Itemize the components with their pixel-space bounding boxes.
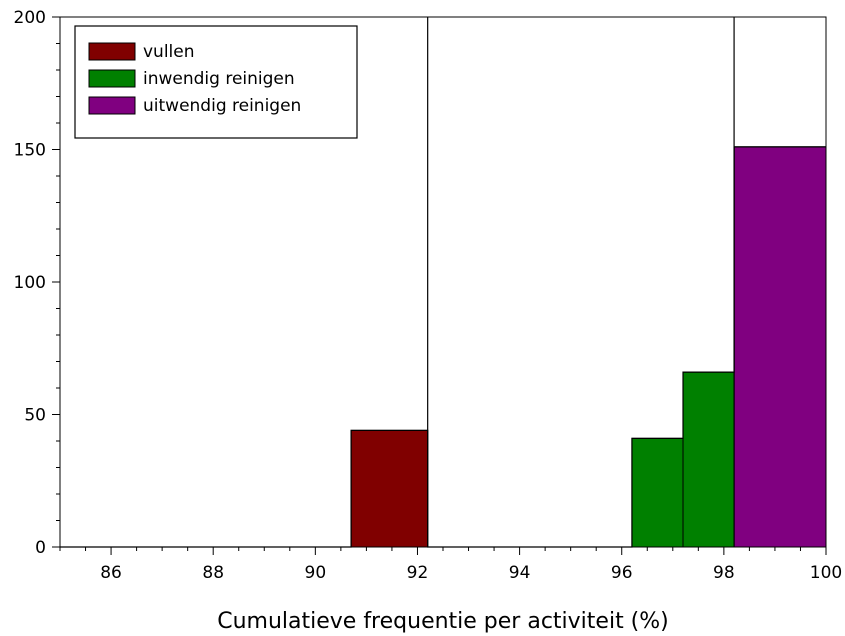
x-tick-label-0: 86 bbox=[100, 563, 122, 583]
bar-1-0 bbox=[631, 437, 684, 548]
x-tick-label-1: 88 bbox=[202, 563, 224, 583]
bar-1-1 bbox=[682, 371, 735, 548]
x-tick-label-6: 98 bbox=[713, 563, 735, 583]
legend-swatch-1 bbox=[88, 69, 136, 88]
x-tick-label-2: 90 bbox=[305, 563, 327, 583]
bars-layer bbox=[350, 146, 827, 548]
legend: vullen inwendig reinigen uitwendig reinige… bbox=[74, 25, 358, 139]
legend-label-2: uitwendig reinigen bbox=[143, 96, 301, 116]
x-tick-label-5: 96 bbox=[611, 563, 633, 583]
y-axis: 0 50 100 150 200 bbox=[14, 8, 60, 558]
bar-0-0 bbox=[350, 429, 429, 548]
y-tick-label-3: 150 bbox=[14, 141, 46, 161]
x-axis: 86 88 90 92 94 96 98 100 bbox=[59, 547, 842, 583]
legend-swatch-0 bbox=[88, 42, 136, 61]
y-tick-label-4: 200 bbox=[14, 8, 46, 28]
legend-label-1: inwendig reinigen bbox=[143, 69, 295, 89]
x-tick-label-7: 100 bbox=[810, 563, 842, 583]
bar-2-0 bbox=[733, 146, 827, 548]
legend-items: vullen inwendig reinigen uitwendig reinige… bbox=[88, 42, 301, 116]
y-tick-label-2: 100 bbox=[14, 273, 46, 293]
y-tick-label-0: 0 bbox=[35, 538, 46, 558]
x-axis-title: Cumulatieve frequentie per activiteit (%… bbox=[217, 609, 669, 634]
x-tick-label-3: 92 bbox=[407, 563, 429, 583]
legend-swatch-2 bbox=[88, 96, 136, 115]
y-tick-label-1: 50 bbox=[24, 406, 46, 426]
legend-label-0: vullen bbox=[143, 42, 195, 62]
x-tick-label-4: 94 bbox=[509, 563, 531, 583]
separator-layer bbox=[427, 17, 735, 547]
